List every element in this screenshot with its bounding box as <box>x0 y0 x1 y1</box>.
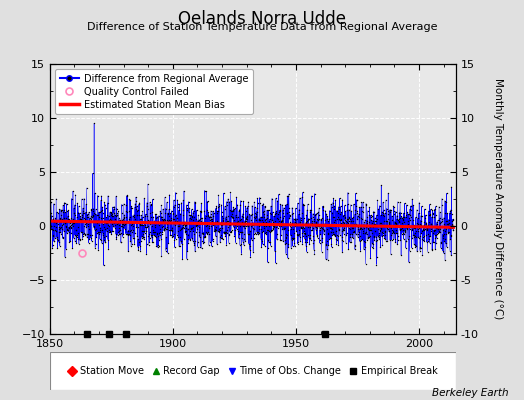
Legend: Station Move, Record Gap, Time of Obs. Change, Empirical Break: Station Move, Record Gap, Time of Obs. C… <box>66 363 440 379</box>
Legend: Difference from Regional Average, Quality Control Failed, Estimated Station Mean: Difference from Regional Average, Qualit… <box>54 69 253 114</box>
Text: Difference of Station Temperature Data from Regional Average: Difference of Station Temperature Data f… <box>87 22 437 32</box>
FancyBboxPatch shape <box>50 352 456 390</box>
Text: Berkeley Earth: Berkeley Earth <box>432 388 508 398</box>
Text: Oelands Norra Udde: Oelands Norra Udde <box>178 10 346 28</box>
Y-axis label: Monthly Temperature Anomaly Difference (°C): Monthly Temperature Anomaly Difference (… <box>493 78 503 320</box>
